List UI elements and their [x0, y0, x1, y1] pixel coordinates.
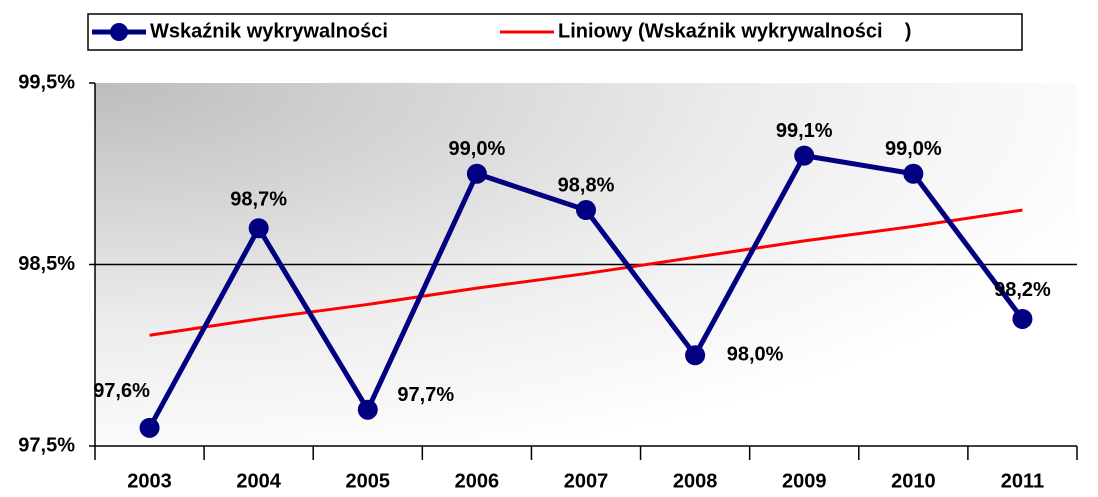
data-label: 97,6%	[93, 380, 150, 402]
trend-line	[149, 208, 1023, 337]
x-tick-label: 2007	[564, 470, 609, 492]
data-point	[357, 399, 378, 420]
data-point	[576, 200, 596, 221]
data-label: 97,7%	[397, 384, 454, 406]
data-label: 98,7%	[230, 188, 287, 210]
x-tick-label: 2008	[673, 470, 718, 492]
legend-label: Liniowy (Wskaźnik wykrywalności )	[558, 20, 911, 42]
x-tick-label: 2011	[1001, 470, 1044, 492]
data-point	[903, 163, 924, 184]
x-tick-label: 2010	[891, 470, 936, 492]
data-label: 99,0%	[449, 138, 506, 160]
data-label: 99,1%	[776, 120, 833, 142]
x-tick-label: 2006	[455, 470, 500, 492]
data-point	[466, 163, 487, 184]
x-tick-label: 2005	[346, 470, 391, 492]
data-point	[139, 417, 160, 438]
y-tick-label: 99,5%	[18, 71, 75, 93]
data-label: 99,0%	[885, 138, 942, 160]
data-point	[248, 218, 269, 239]
data-label: 98,8%	[558, 174, 615, 196]
legend-swatch-marker	[110, 23, 128, 41]
y-tick-label: 97,5%	[18, 434, 75, 456]
legend-label: Wskaźnik wykrywalności	[150, 20, 388, 42]
data-point	[685, 345, 706, 366]
x-tick-label: 2003	[127, 470, 172, 492]
data-point	[1012, 308, 1033, 329]
x-tick-label: 2009	[782, 470, 827, 492]
y-tick-label: 98,5%	[18, 253, 75, 275]
legend-box	[87, 13, 1023, 51]
data-point	[794, 145, 815, 166]
x-tick-label: 2004	[236, 470, 281, 492]
data-label: 98,0%	[727, 344, 784, 366]
data-label: 98,2%	[994, 279, 1051, 301]
